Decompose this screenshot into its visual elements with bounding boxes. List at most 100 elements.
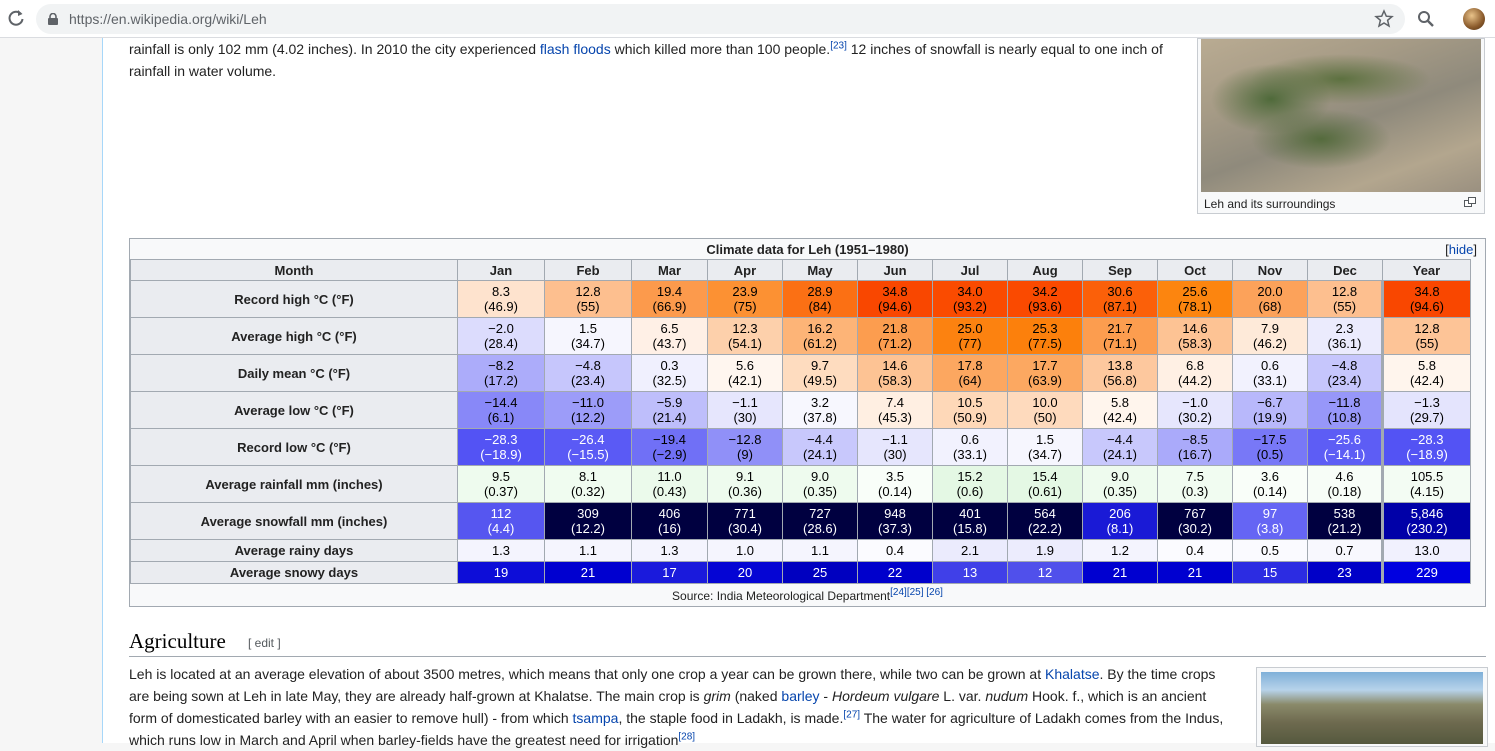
cell-value: 21 [1187,565,1203,580]
table-cell: −25.6 (−14.1) [1307,428,1383,466]
cell-value: 406 [658,506,681,521]
table-cell: 406 (16) [631,502,708,540]
table-cell: 9.0 (0.35) [1082,465,1158,503]
cell-secondary-value: (22.2) [1028,521,1062,536]
search-icon[interactable] [1416,9,1436,29]
cell-secondary-value: (50) [1033,410,1057,425]
column-header-oct: Oct [1157,259,1233,281]
edit-section-link[interactable]: [ edit ] [248,636,281,650]
table-cell: 20 [707,561,783,584]
table-cell: 15.2 (0.6) [932,465,1008,503]
table-cell: 1.3 [457,539,545,562]
table-cell: 28.9 (84) [782,280,858,318]
agriculture-paragraph: Leh is located at an average elevation o… [129,663,1229,751]
cell-secondary-value: (16.7) [1178,447,1212,462]
table-cell: 21 [1157,561,1233,584]
cell-value: 25.0 [957,321,983,336]
cell-value: 1.3 [491,543,511,558]
cell-value: 105.5 [1410,469,1444,484]
table-cell: 2.3 (36.1) [1307,317,1383,355]
reload-icon[interactable] [6,8,26,28]
cell-value: 8.3 [491,284,511,299]
cell-value: −11.0 [572,395,604,410]
table-cell: −28.3 (−18.9) [457,428,545,466]
paragraph-text: (naked [730,688,782,704]
cell-value: 6.8 [1185,358,1205,373]
barley-link[interactable]: barley [781,688,820,704]
table-cell: 309 (12.2) [544,502,632,540]
cell-secondary-value: (94.6) [1410,299,1444,314]
citation-27[interactable]: [27] [843,709,861,721]
tsampa-link[interactable]: tsampa [572,710,619,726]
table-cell: 14.6 (58.3) [1157,317,1233,355]
citation-24-25[interactable]: [24][25] [890,587,924,598]
cell-secondary-value: (0.3) [1181,484,1209,499]
cell-value: 3.2 [810,395,830,410]
table-cell: 34.8 (94.6) [857,280,933,318]
cell-secondary-value: (8.1) [1106,521,1134,536]
table-cell: 1.1 [782,539,858,562]
cell-value: 309 [577,506,599,521]
citation-23[interactable]: [23] [830,40,847,52]
cell-secondary-value: (44.2) [1178,373,1212,388]
table-cell: 105.5 (4.15) [1381,465,1471,503]
column-header-nov: Nov [1232,259,1308,281]
citation-26[interactable]: [26] [923,587,943,598]
cell-value: 10.0 [1032,395,1058,410]
column-header-year: Year [1382,259,1471,281]
valley-image[interactable] [1261,672,1483,744]
leh-aerial-image[interactable] [1201,39,1481,192]
table-cell: 1.5 (34.7) [1007,428,1083,466]
table-cell: −14.4 (6.1) [457,391,545,429]
table-row: Record high °C (°F) 8.3 (46.9) 12.8 (55) 19.4… [130,280,1471,318]
cell-value: 23.9 [732,284,758,299]
table-cell: −2.0 (28.4) [457,317,545,355]
hide-toggle[interactable]: [hide] [1445,242,1477,257]
cell-value: 34.0 [957,284,983,299]
cell-value: 9.0 [1110,469,1130,484]
enlarge-icon[interactable] [1464,197,1476,207]
table-cell: 7.9 (46.2) [1232,317,1308,355]
cell-secondary-value: (42.1) [728,373,762,388]
cell-value: 5.8 [1417,358,1437,373]
cell-secondary-value: (49.5) [803,373,837,388]
cell-value: 2.3 [1335,321,1354,336]
table-cell: 1.1 [544,539,632,562]
table-cell: 0.6 (33.1) [1232,354,1308,392]
cell-secondary-value: (0.61) [1028,484,1062,499]
citation-28[interactable]: [28] [678,731,696,743]
khalatse-link[interactable]: Khalatse [1045,666,1100,682]
cell-secondary-value: (0.35) [1103,484,1137,499]
table-cell: 12 [1007,561,1083,584]
table-cell: 0.7 [1307,539,1383,562]
table-cell: 0.3 (32.5) [631,354,708,392]
cell-secondary-value: (34.7) [1028,447,1062,462]
cell-value: 97 [1262,506,1278,521]
table-cell: 22 [857,561,933,584]
table-cell: −11.8 (10.8) [1307,391,1383,429]
paragraph-text: rainfall in water volume. [129,63,277,79]
cell-value: 9.1 [735,469,755,484]
row-header: Average low °C (°F) [130,391,458,429]
cell-value: 6.5 [660,321,679,336]
cell-value: 767 [1184,506,1206,521]
flash-floods-link[interactable]: flash floods [539,41,611,57]
cell-secondary-value: (84) [808,299,832,314]
cell-value: 13 [962,565,978,580]
cell-value: 948 [884,506,906,521]
bookmark-star-icon[interactable] [1374,9,1394,29]
table-cell: 16.2 (61.2) [782,317,858,355]
cell-value: 1.5 [1035,432,1055,447]
thumbnail-caption: Leh and its surroundings [1204,197,1336,211]
italic-text: nudum [985,688,1029,704]
cell-value: 0.5 [1260,543,1280,558]
hide-link[interactable]: hide [1448,242,1474,257]
table-cell: 9.5 (0.37) [457,465,545,503]
column-header-may: May [782,259,858,281]
cell-value: 21.8 [882,321,908,336]
cell-secondary-value: (37.8) [803,410,837,425]
table-cell: 9.7 (49.5) [782,354,858,392]
address-bar[interactable]: https://en.wikipedia.org/wiki/Leh [36,4,1405,34]
profile-avatar[interactable] [1463,8,1485,30]
table-cell: 727 (28.6) [782,502,858,540]
